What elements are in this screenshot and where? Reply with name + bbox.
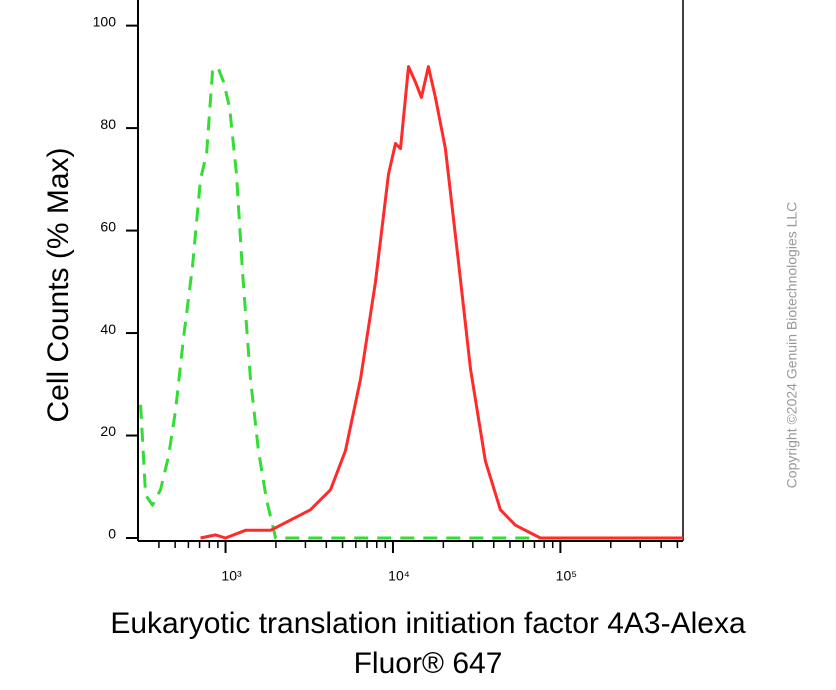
x-axis-label: Eukaryotic translation initiation factor… — [110, 607, 746, 640]
copyright: Copyright ©2024 Genuin Biotechnologies L… — [784, 202, 800, 489]
y-tick-label: 60 — [100, 218, 116, 234]
x-tick-label: 10⁴ — [388, 568, 410, 584]
x-axis-label: Fluor® 647 — [354, 647, 503, 680]
y-tick-label: 20 — [100, 423, 116, 439]
x-tick-label: 10³ — [221, 568, 242, 584]
y-tick-label: 100 — [93, 13, 117, 29]
x-tick-label: 10⁵ — [556, 568, 577, 584]
histogram-line — [139, 65, 683, 540]
y-axis-label: Cell Counts (% Max) — [42, 147, 75, 422]
y-tick-label: 80 — [100, 116, 116, 132]
y-tick-label: 40 — [100, 321, 116, 337]
y-tick-label: 0 — [108, 526, 116, 542]
histogram-line — [200, 65, 683, 540]
